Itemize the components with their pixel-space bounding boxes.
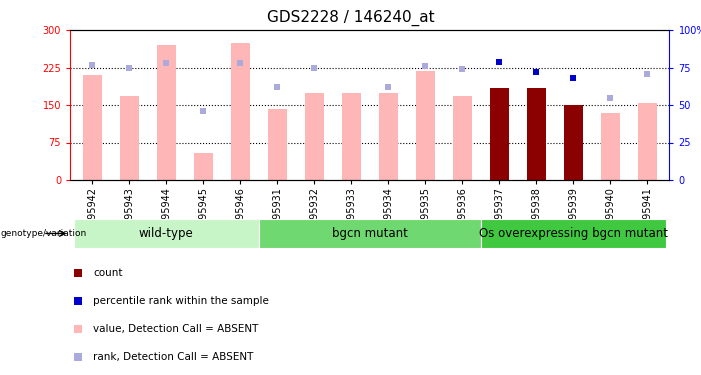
Text: rank, Detection Call = ABSENT: rank, Detection Call = ABSENT bbox=[93, 352, 254, 362]
Bar bbox=[527, 87, 545, 180]
Bar bbox=[120, 96, 139, 180]
Bar bbox=[601, 112, 620, 180]
Text: value, Detection Call = ABSENT: value, Detection Call = ABSENT bbox=[93, 324, 259, 334]
Bar bbox=[305, 93, 324, 180]
Bar bbox=[564, 105, 583, 180]
Bar bbox=[481, 219, 666, 248]
Text: bgcn mutant: bgcn mutant bbox=[332, 227, 408, 240]
Text: GDS2228 / 146240_at: GDS2228 / 146240_at bbox=[266, 9, 435, 26]
Text: wild-type: wild-type bbox=[139, 227, 193, 240]
Bar bbox=[194, 153, 212, 180]
Bar bbox=[268, 108, 287, 180]
Bar bbox=[638, 102, 657, 180]
Text: Os overexpressing bgcn mutant: Os overexpressing bgcn mutant bbox=[479, 227, 668, 240]
Bar bbox=[342, 93, 360, 180]
Bar bbox=[231, 42, 250, 180]
Bar bbox=[379, 93, 397, 180]
Text: genotype/variation: genotype/variation bbox=[1, 229, 87, 238]
Bar bbox=[83, 75, 102, 180]
Bar bbox=[416, 71, 435, 180]
Bar bbox=[74, 219, 259, 248]
Bar bbox=[453, 96, 472, 180]
Bar bbox=[259, 219, 481, 248]
Bar bbox=[490, 87, 508, 180]
Text: count: count bbox=[93, 268, 123, 278]
Text: percentile rank within the sample: percentile rank within the sample bbox=[93, 296, 269, 306]
Bar bbox=[157, 45, 175, 180]
